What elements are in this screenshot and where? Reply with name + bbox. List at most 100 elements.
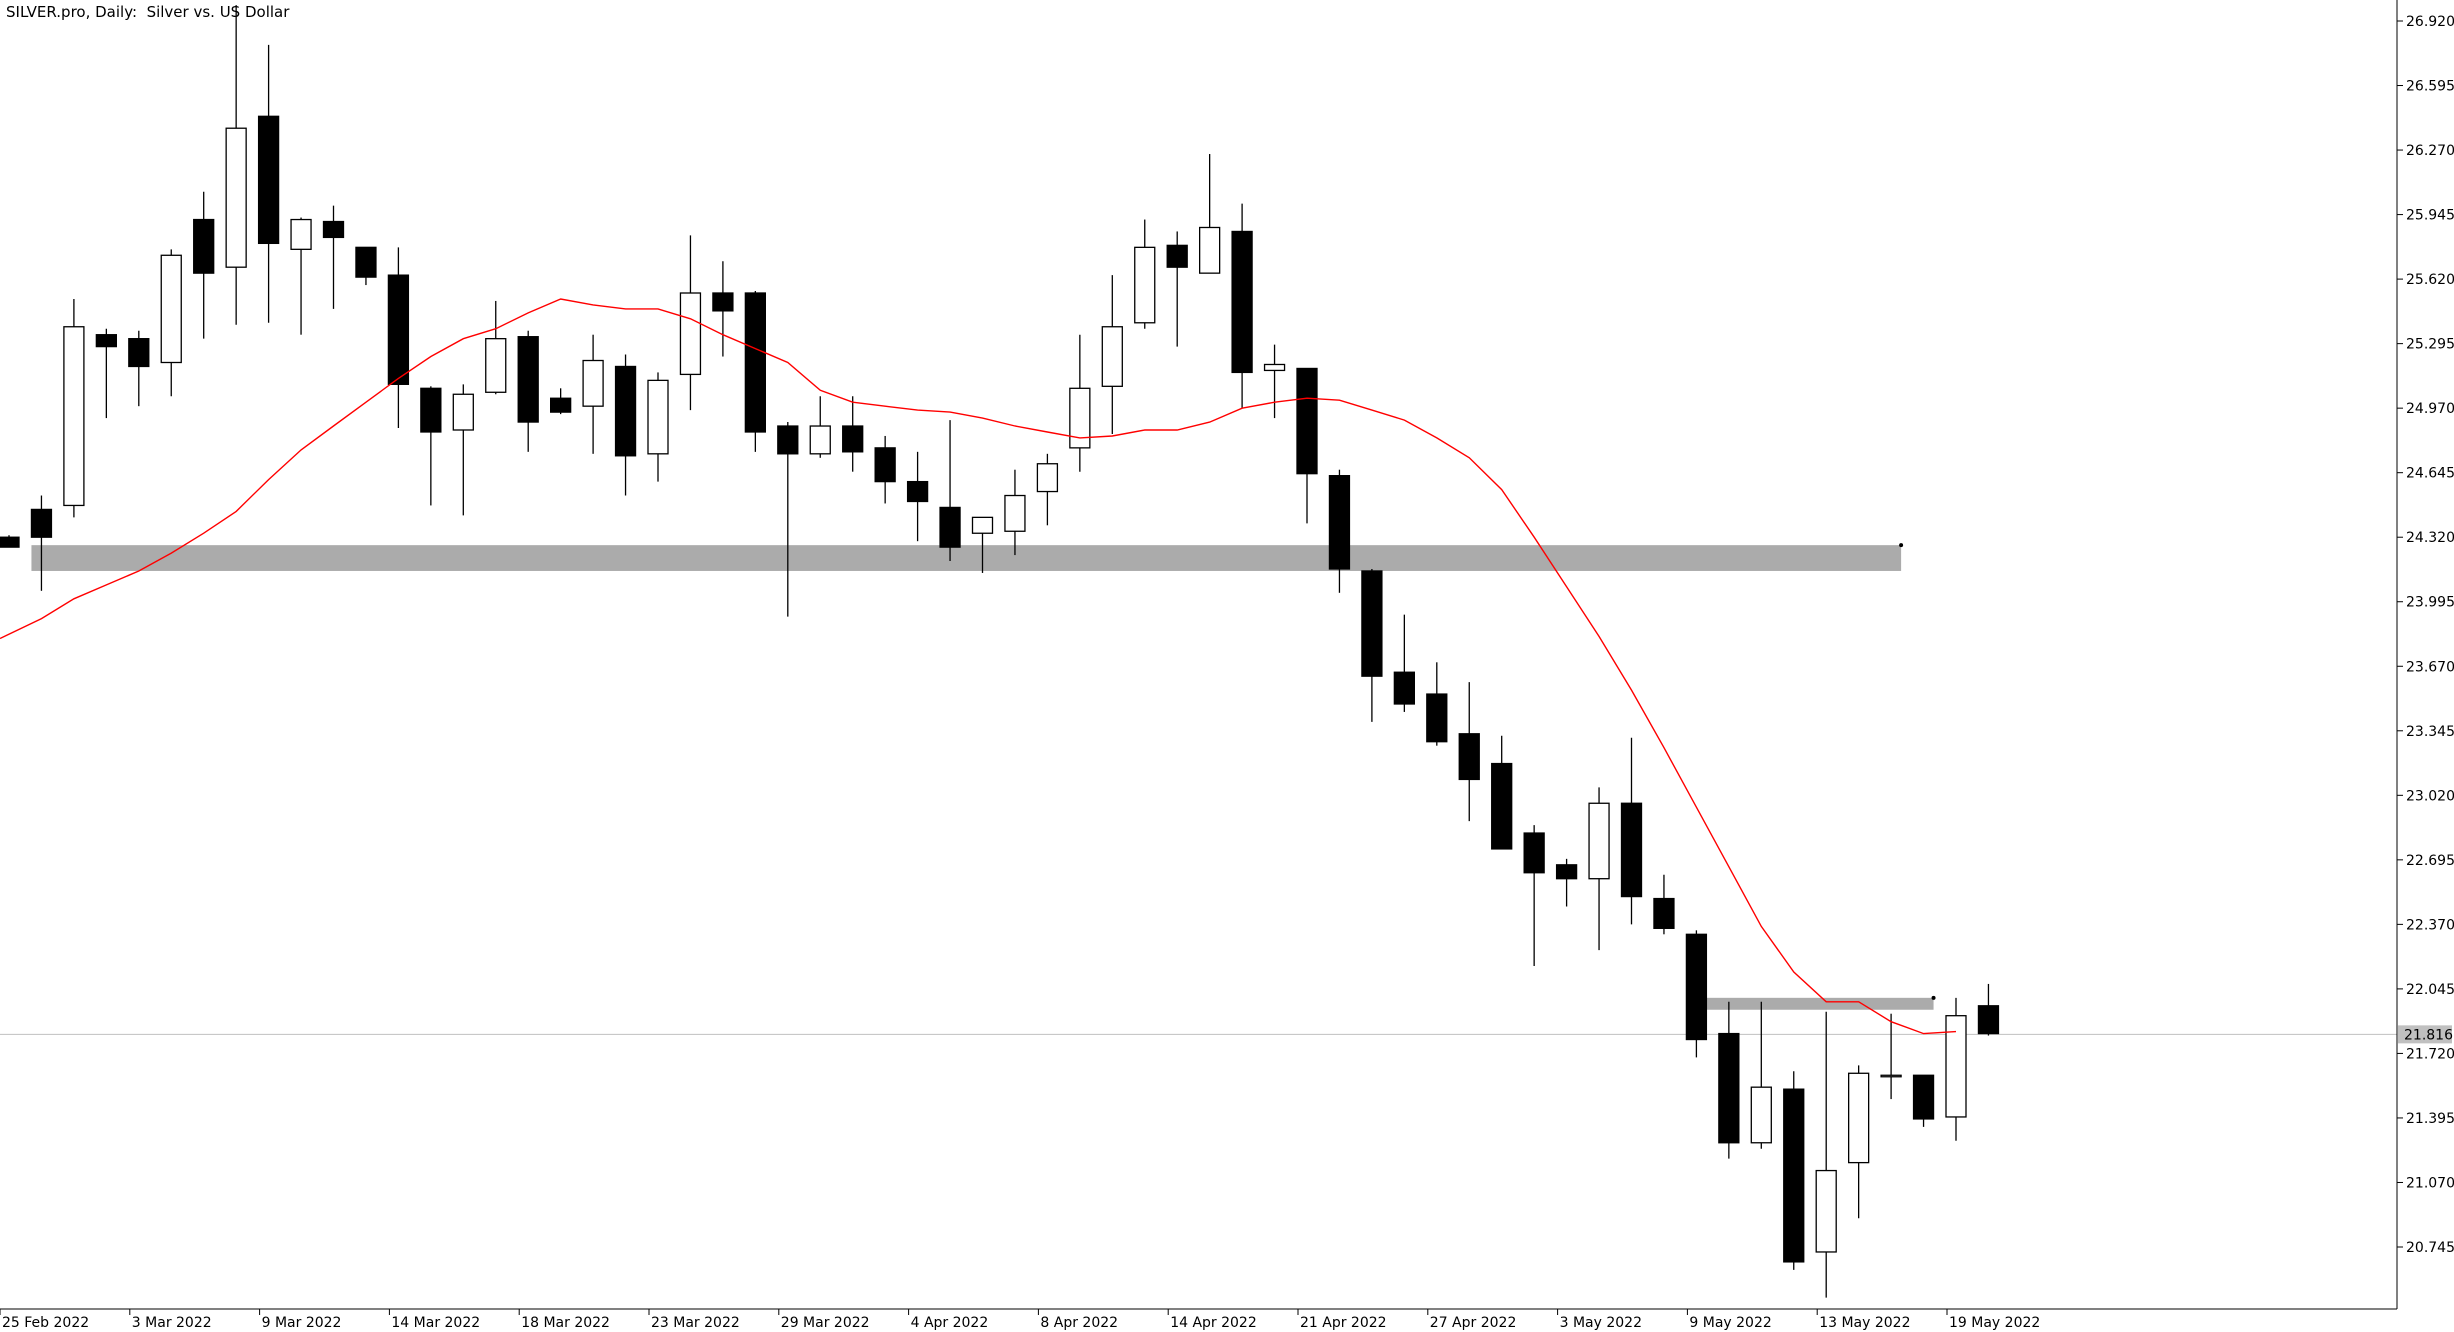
candle-32 bbox=[1036, 453, 1059, 526]
x-tick-label-9: 14 Apr 2022 bbox=[1170, 1315, 1257, 1331]
candle-56 bbox=[1815, 1011, 1837, 1298]
candle-21 bbox=[679, 235, 702, 411]
candle-4 bbox=[128, 330, 150, 407]
chart-title: SILVER.pro, Daily: Silver vs. US Dollar bbox=[6, 3, 290, 21]
candle-body-bear bbox=[842, 425, 864, 453]
candle-body-bull bbox=[63, 326, 85, 507]
candle-3 bbox=[95, 328, 117, 419]
y-tick-label-5: 25.295 bbox=[2406, 337, 2454, 353]
candle-body-bear bbox=[420, 387, 442, 433]
candle-8 bbox=[257, 44, 280, 323]
candle-body-bull bbox=[485, 338, 507, 393]
candle-body-bull bbox=[1848, 1072, 1870, 1164]
x-tick-label-2: 9 Mar 2022 bbox=[262, 1315, 342, 1331]
candle-body-bear bbox=[387, 274, 410, 385]
candle-body-bear bbox=[30, 508, 53, 538]
candle-40 bbox=[1296, 367, 1318, 524]
candle-body-bull bbox=[1588, 802, 1610, 880]
candle-14 bbox=[452, 384, 474, 516]
moving-average-layer bbox=[0, 298, 1957, 1035]
candle-body-bear bbox=[939, 506, 961, 548]
candle-13 bbox=[420, 386, 442, 506]
candle-body-bull bbox=[290, 218, 312, 250]
y-tick-label-6: 24.970 bbox=[2406, 401, 2454, 417]
candle-11 bbox=[355, 246, 377, 286]
candle-48 bbox=[1555, 858, 1578, 907]
candle-47 bbox=[1523, 825, 1545, 967]
candle-9 bbox=[290, 217, 312, 335]
candle-body-bear bbox=[1361, 570, 1383, 677]
candle-15 bbox=[485, 300, 507, 395]
candle-23 bbox=[744, 291, 766, 452]
candle-body-bear bbox=[1685, 933, 1708, 1041]
candle-5 bbox=[160, 249, 182, 397]
candle-18 bbox=[582, 334, 604, 454]
y-tick-label-10: 23.670 bbox=[2406, 659, 2454, 675]
x-tick-label-7: 4 Apr 2022 bbox=[911, 1315, 989, 1331]
candle-body-bear bbox=[1426, 693, 1448, 743]
candle-body-bear bbox=[1296, 367, 1318, 475]
candle-body-bear bbox=[1491, 762, 1513, 850]
candle-body-bear bbox=[1912, 1074, 1935, 1120]
moving-average-line bbox=[0, 298, 1957, 1035]
candle-41 bbox=[1328, 469, 1351, 593]
candle-body-bear bbox=[193, 218, 215, 274]
candle-43 bbox=[1393, 614, 1415, 712]
x-tick-label-6: 29 Mar 2022 bbox=[781, 1315, 870, 1331]
candle-body-bull bbox=[1945, 1015, 1967, 1118]
candle-50 bbox=[1620, 737, 1643, 925]
candle-39 bbox=[1263, 344, 1286, 419]
candle-body-bull bbox=[1199, 226, 1221, 274]
y-tick-label-1: 26.595 bbox=[2406, 79, 2454, 95]
y-tick-label-3: 25.945 bbox=[2406, 208, 2454, 224]
candle-body-bull bbox=[452, 393, 474, 431]
candle-body-bear bbox=[1977, 1005, 2000, 1035]
candle-body-bear bbox=[1653, 897, 1675, 929]
candle-61 bbox=[1977, 983, 2000, 1036]
y-tick-label-7: 24.645 bbox=[2406, 466, 2454, 482]
zone-anchor-1 bbox=[1931, 995, 1936, 1000]
x-tick-label-3: 14 Mar 2022 bbox=[391, 1315, 480, 1331]
candle-body-bear bbox=[322, 220, 345, 239]
y-tick-label-18: 21.070 bbox=[2406, 1175, 2454, 1191]
candle-34 bbox=[1101, 275, 1123, 434]
candle-0 bbox=[0, 535, 20, 548]
x-tick-label-8: 8 Apr 2022 bbox=[1040, 1315, 1118, 1331]
y-tick-label-13: 22.695 bbox=[2406, 853, 2454, 869]
candle-28 bbox=[906, 451, 929, 542]
candle-7 bbox=[225, 5, 247, 325]
x-tick-label-13: 9 May 2022 bbox=[1689, 1315, 1771, 1331]
x-tick-label-4: 18 Mar 2022 bbox=[521, 1315, 610, 1331]
candle-body-bull bbox=[1815, 1169, 1837, 1253]
zones-layer bbox=[0, 543, 2397, 1035]
candle-10 bbox=[322, 205, 345, 309]
y-tick-label-11: 23.345 bbox=[2406, 724, 2454, 740]
candle-body-bear bbox=[1393, 671, 1415, 705]
candle-body-bull bbox=[225, 127, 247, 268]
candle-body-bull bbox=[679, 292, 702, 376]
y-tick-label-8: 24.320 bbox=[2406, 530, 2454, 546]
candle-body-bear bbox=[1231, 230, 1253, 374]
candle-body-bull bbox=[160, 254, 182, 364]
candle-60 bbox=[1945, 997, 1967, 1141]
y-tick-label-2: 26.270 bbox=[2406, 143, 2454, 159]
candle-body-bear bbox=[257, 115, 280, 245]
candle-body-bull bbox=[1134, 246, 1156, 324]
candle-29 bbox=[939, 420, 961, 562]
candle-body-bear bbox=[1523, 832, 1545, 874]
candle-58 bbox=[1880, 1013, 1902, 1100]
candle-body-bull bbox=[1069, 387, 1091, 449]
candle-53 bbox=[1718, 1001, 1740, 1159]
candle-body-bull bbox=[582, 359, 604, 407]
candle-body-bull bbox=[971, 516, 994, 534]
candle-6 bbox=[193, 191, 215, 339]
candle-body-bear bbox=[550, 397, 572, 413]
candle-12 bbox=[387, 247, 410, 429]
candle-body-bull bbox=[1004, 494, 1026, 532]
candle-body-bear bbox=[0, 536, 20, 548]
candle-17 bbox=[550, 388, 572, 415]
x-tick-label-11: 27 Apr 2022 bbox=[1430, 1315, 1517, 1331]
